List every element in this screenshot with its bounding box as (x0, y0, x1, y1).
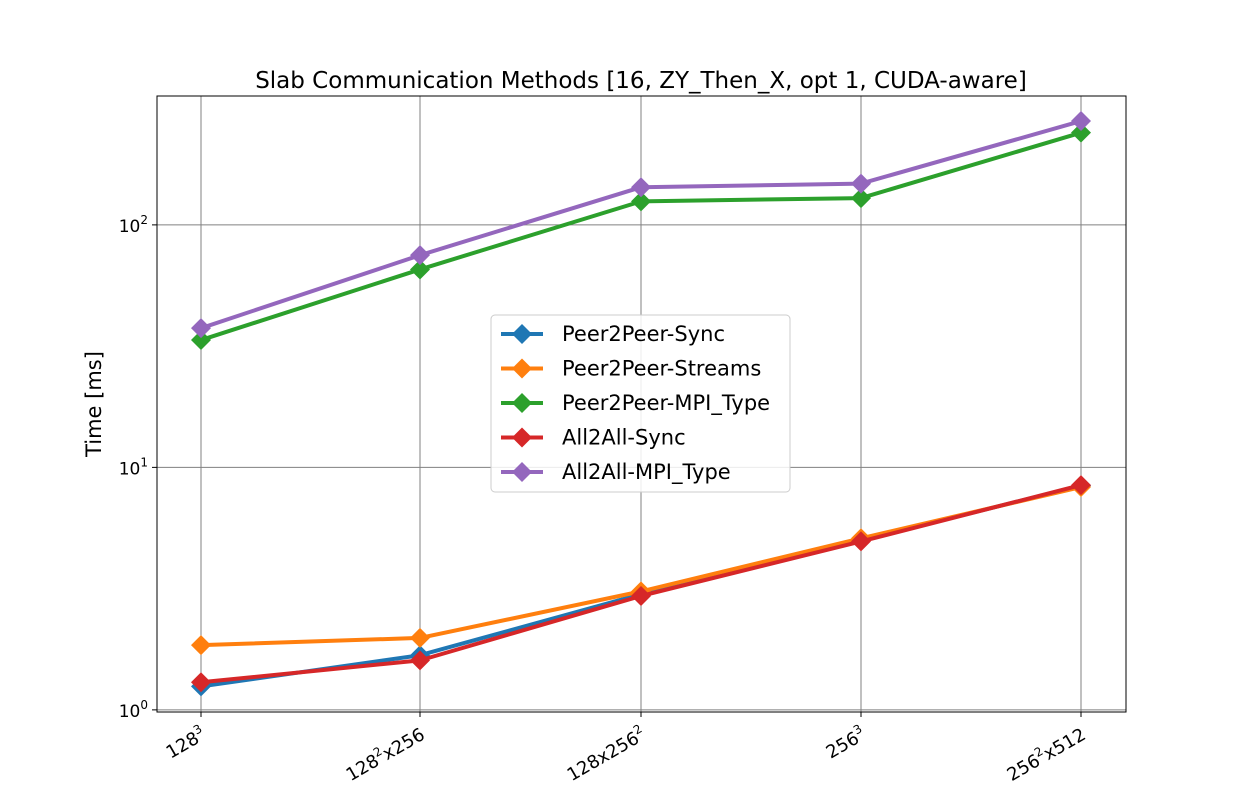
legend-item: All2All-Sync (501, 426, 686, 450)
chart-title: Slab Communication Methods [16, ZY_Then_… (255, 68, 1027, 94)
legend-box (490, 314, 791, 493)
data-point (410, 627, 430, 648)
x-tick-label: 2563 (821, 722, 869, 764)
data-point (410, 650, 430, 671)
x-tick-label: 1282x256 (341, 722, 428, 786)
legend-label: All2All-Sync (562, 426, 686, 450)
data-point (631, 585, 651, 606)
legend-swatch-marker (512, 462, 532, 482)
series-layer (191, 111, 1091, 697)
y-tick-label: 101 (119, 455, 148, 479)
x-tick-label: 128x2562 (562, 722, 649, 786)
legend-item: Peer2Peer-Sync (501, 322, 725, 346)
x-tick-label: 2562x512 (1002, 722, 1089, 786)
data-point (1071, 122, 1091, 143)
series-4 (191, 111, 1091, 339)
x-tick-label: 1283 (161, 722, 209, 764)
data-point (851, 173, 871, 194)
y-axis-ticks: 100 101 102 (119, 213, 157, 722)
data-point (410, 259, 430, 280)
legend-swatch-marker (512, 393, 532, 413)
data-point (1071, 475, 1091, 496)
legend-item: Peer2Peer-MPI_Type (501, 391, 770, 416)
data-point (631, 177, 651, 198)
data-point (410, 245, 430, 266)
legend-label: Peer2Peer-Sync (562, 322, 725, 346)
data-point (851, 188, 871, 209)
legend-item: Peer2Peer-Streams (501, 357, 761, 381)
legend-swatch-marker (512, 324, 532, 344)
data-point (191, 635, 211, 656)
x-axis-ticks: 1283 1282x256 128x2562 2563 2562x512 (161, 712, 1090, 786)
data-point (851, 531, 871, 552)
legend-label: Peer2Peer-Streams (562, 357, 761, 381)
series-2 (191, 122, 1091, 351)
y-axis-label: Time [ms] (82, 351, 106, 458)
data-point (631, 191, 651, 212)
legend-item: All2All-MPI_Type (501, 460, 731, 485)
data-point (191, 318, 211, 339)
legend: Peer2Peer-Sync Peer2Peer-Streams Peer2Peer… (490, 314, 791, 493)
y-tick-label: 100 (119, 698, 148, 722)
data-point (191, 330, 211, 351)
y-tick-label: 102 (119, 213, 148, 237)
legend-label: All2All-MPI_Type (562, 460, 731, 485)
data-point (191, 672, 211, 693)
series-3 (191, 475, 1091, 693)
legend-label: Peer2Peer-MPI_Type (562, 391, 770, 416)
legend-swatch-marker (512, 427, 532, 448)
data-point (1071, 111, 1091, 132)
legend-swatch-marker (512, 358, 532, 379)
